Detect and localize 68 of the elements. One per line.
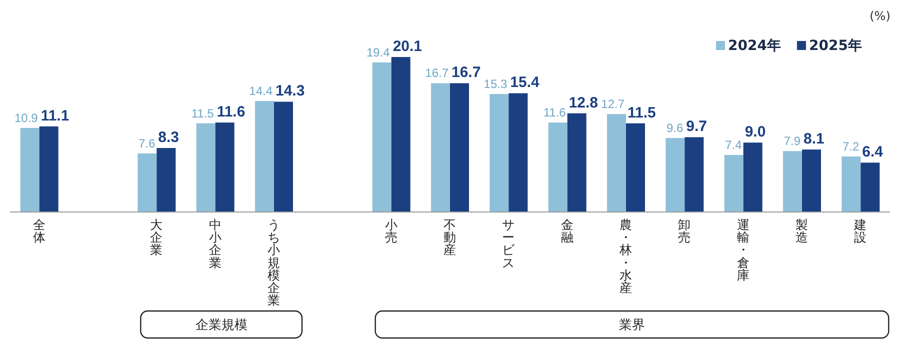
data-label: 11.6: [543, 106, 566, 120]
data-label: 14.3: [276, 82, 305, 100]
data-label: 11.1: [40, 107, 70, 124]
bar: [626, 123, 645, 212]
bar: [490, 94, 509, 212]
legend-label: 2024年: [728, 38, 781, 54]
legend-label: 2025年: [808, 38, 862, 54]
data-label: 12.7: [601, 97, 625, 112]
data-label: 9.7: [686, 118, 708, 136]
data-label: 15.3: [484, 77, 508, 92]
data-label: 8.3: [158, 128, 180, 146]
bar: [802, 150, 821, 212]
x-tick-label: 不動産: [444, 217, 456, 258]
x-tick-label: 金融: [560, 217, 574, 245]
data-label: 11.6: [216, 104, 246, 121]
data-label: 6.4: [862, 144, 884, 161]
bar: [372, 62, 392, 212]
x-tick-label: 全体: [32, 217, 46, 245]
x-tick-label: うち小規模企業: [268, 217, 280, 308]
bar: [724, 154, 744, 212]
data-label: 15.4: [510, 74, 540, 92]
x-tick-label: 卸売: [678, 217, 692, 245]
data-label: 11.5: [628, 104, 656, 122]
data-label: 7.4: [725, 138, 742, 152]
x-tick-label: 小売: [384, 217, 398, 245]
bar: [274, 102, 293, 212]
bar: [860, 162, 880, 212]
data-label: 20.1: [392, 38, 422, 55]
bar: [196, 123, 216, 212]
x-tick-label: サービス: [502, 217, 516, 270]
bar: [156, 148, 176, 212]
bar: [138, 153, 157, 212]
data-label: 7.9: [784, 134, 801, 148]
bar: [684, 137, 704, 212]
x-tick-label: 建設: [853, 217, 868, 245]
data-label: 7.6: [138, 136, 156, 150]
bar: [783, 151, 802, 212]
data-label: 10.9: [14, 110, 38, 125]
bar: [666, 138, 685, 212]
x-tick-label: 大企業: [150, 217, 164, 258]
bar: [391, 57, 410, 212]
bar: [450, 83, 469, 212]
bar: [431, 83, 450, 212]
bar: [508, 93, 528, 212]
data-label: 16.7: [425, 66, 449, 80]
data-label: 19.4: [366, 45, 390, 60]
data-label: 9.6: [666, 120, 684, 135]
x-tick-label: 運輸・倉庫: [736, 217, 750, 282]
data-label: 8.1: [804, 130, 824, 148]
bar: [842, 156, 861, 212]
y-axis-title: (%): [870, 9, 890, 23]
bar: [255, 100, 274, 212]
data-label: 11.5: [191, 106, 214, 120]
x-tick-label: 農・林・水産: [618, 217, 632, 295]
data-label: 14.4: [249, 84, 273, 98]
x-tick-label: 製造: [796, 217, 808, 245]
data-label: 9.0: [744, 124, 766, 141]
bar: [607, 114, 626, 212]
bar: [215, 122, 234, 212]
bar: [548, 122, 568, 212]
data-label: 12.8: [568, 94, 598, 112]
bar: [567, 113, 586, 212]
bar: [39, 126, 58, 212]
bar: [20, 128, 40, 212]
data-label: 16.7: [452, 64, 481, 82]
x-tick-label: 中小企業: [208, 217, 222, 270]
bar: [743, 142, 762, 212]
data-label: 7.2: [842, 139, 860, 154]
